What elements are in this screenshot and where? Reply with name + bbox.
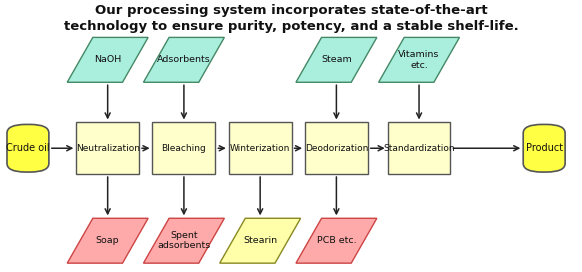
Polygon shape (68, 218, 148, 263)
Text: Crude oil: Crude oil (6, 143, 49, 153)
Text: PCB etc.: PCB etc. (317, 236, 356, 245)
Text: Soap: Soap (96, 236, 119, 245)
FancyBboxPatch shape (388, 122, 450, 174)
FancyBboxPatch shape (229, 122, 292, 174)
Text: NaOH: NaOH (94, 55, 121, 64)
Polygon shape (144, 218, 225, 263)
Text: Product: Product (526, 143, 563, 153)
Polygon shape (296, 218, 377, 263)
FancyBboxPatch shape (76, 122, 139, 174)
FancyBboxPatch shape (152, 122, 215, 174)
Text: Neutralization: Neutralization (76, 144, 140, 153)
Text: Standardization: Standardization (383, 144, 455, 153)
FancyBboxPatch shape (305, 122, 368, 174)
Text: Vitamins
etc.: Vitamins etc. (398, 50, 440, 70)
Text: Our processing system incorporates state-of-the-art
technology to ensure purity,: Our processing system incorporates state… (63, 4, 519, 33)
Polygon shape (68, 37, 148, 82)
Text: Stearin: Stearin (243, 236, 277, 245)
Polygon shape (220, 218, 300, 263)
FancyBboxPatch shape (7, 125, 49, 172)
Text: Steam: Steam (321, 55, 352, 64)
Text: Winterization: Winterization (230, 144, 290, 153)
FancyBboxPatch shape (523, 125, 565, 172)
Polygon shape (378, 37, 460, 82)
Polygon shape (144, 37, 225, 82)
Polygon shape (296, 37, 377, 82)
Text: Bleaching: Bleaching (162, 144, 206, 153)
Text: Adsorbents: Adsorbents (157, 55, 211, 64)
Text: Deodorization: Deodorization (305, 144, 368, 153)
Text: Spent
adsorbents: Spent adsorbents (157, 231, 211, 251)
